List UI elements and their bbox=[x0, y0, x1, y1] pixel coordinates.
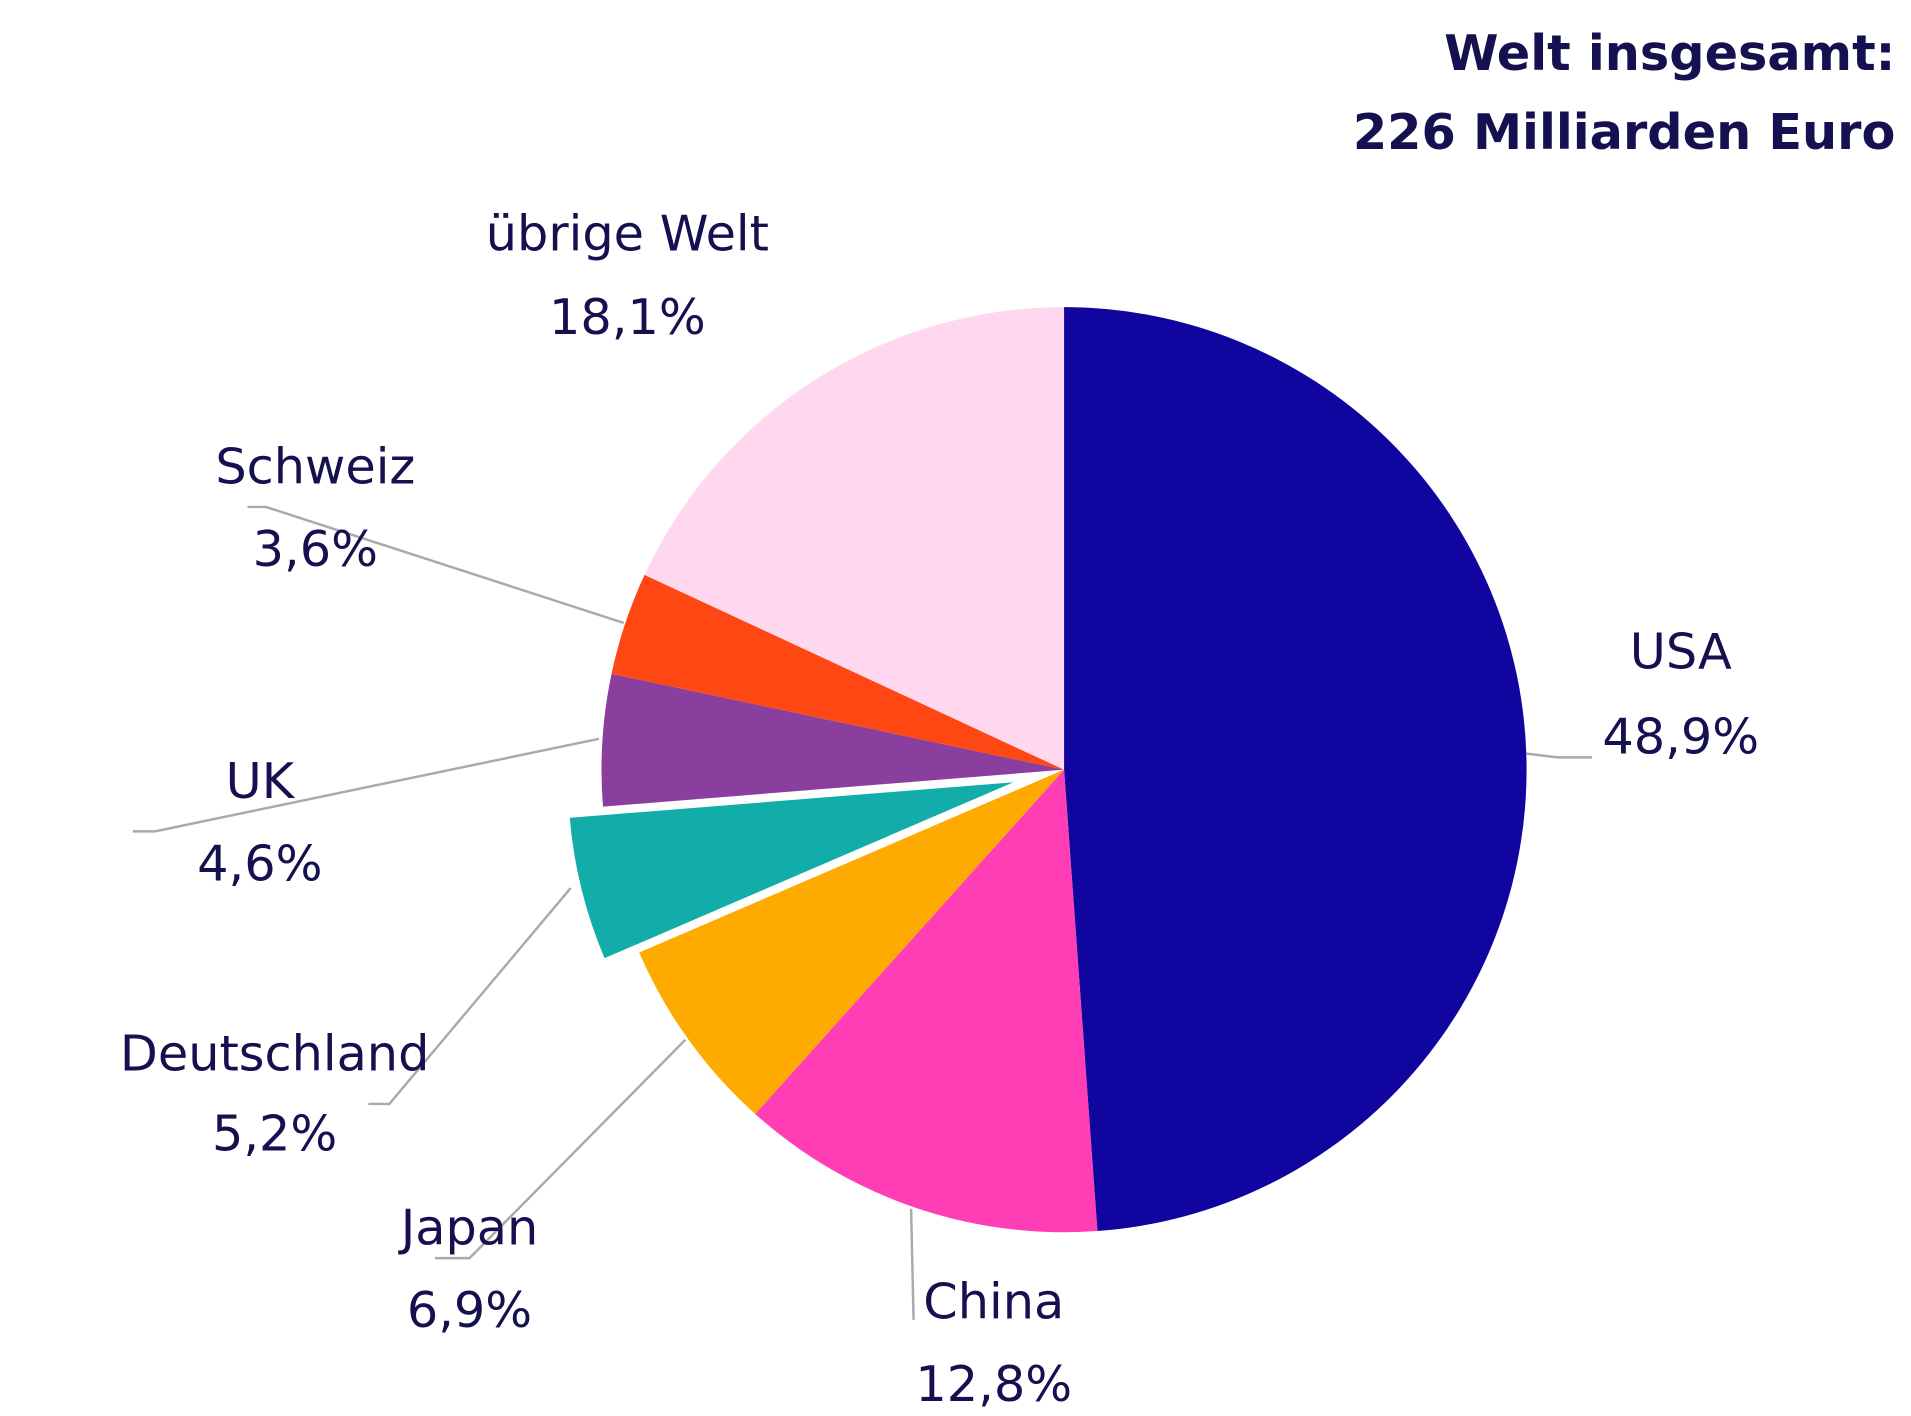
value-label: 5,2% bbox=[212, 1105, 337, 1163]
chart-title: 226 Milliarden Euro bbox=[1353, 103, 1896, 161]
pie-slice bbox=[564, 776, 1030, 965]
pie-slice bbox=[1064, 307, 1527, 1232]
value-label: 18,1% bbox=[549, 288, 706, 346]
pie-slice bbox=[755, 769, 1098, 1233]
pie-slice bbox=[644, 307, 1065, 770]
pie-slice bbox=[639, 769, 1065, 1114]
chart-title: Welt insgesamt: bbox=[1444, 24, 1895, 82]
value-label: 3,6% bbox=[253, 520, 378, 578]
leader-line bbox=[1526, 752, 1592, 759]
value-label: 48,9% bbox=[1602, 708, 1759, 766]
slice-label: Schweiz bbox=[215, 437, 415, 495]
leader-line bbox=[909, 1208, 915, 1320]
pie-slice bbox=[611, 574, 1065, 770]
slice-label: USA bbox=[1630, 622, 1732, 680]
slice-label: übrige Welt bbox=[486, 204, 769, 262]
leader-line bbox=[132, 737, 600, 833]
leader-line bbox=[368, 887, 572, 1106]
value-label: 6,9% bbox=[407, 1281, 532, 1339]
value-label: 4,6% bbox=[197, 835, 322, 893]
slice-label: Deutschland bbox=[120, 1025, 430, 1083]
value-label: 12,8% bbox=[915, 1355, 1072, 1413]
leader-line bbox=[434, 1038, 687, 1260]
pie-slice bbox=[601, 673, 1065, 807]
slice-label: Japan bbox=[398, 1198, 539, 1256]
leader-line bbox=[247, 505, 625, 625]
slice-label: China bbox=[923, 1272, 1064, 1330]
slice-label: UK bbox=[226, 752, 296, 810]
